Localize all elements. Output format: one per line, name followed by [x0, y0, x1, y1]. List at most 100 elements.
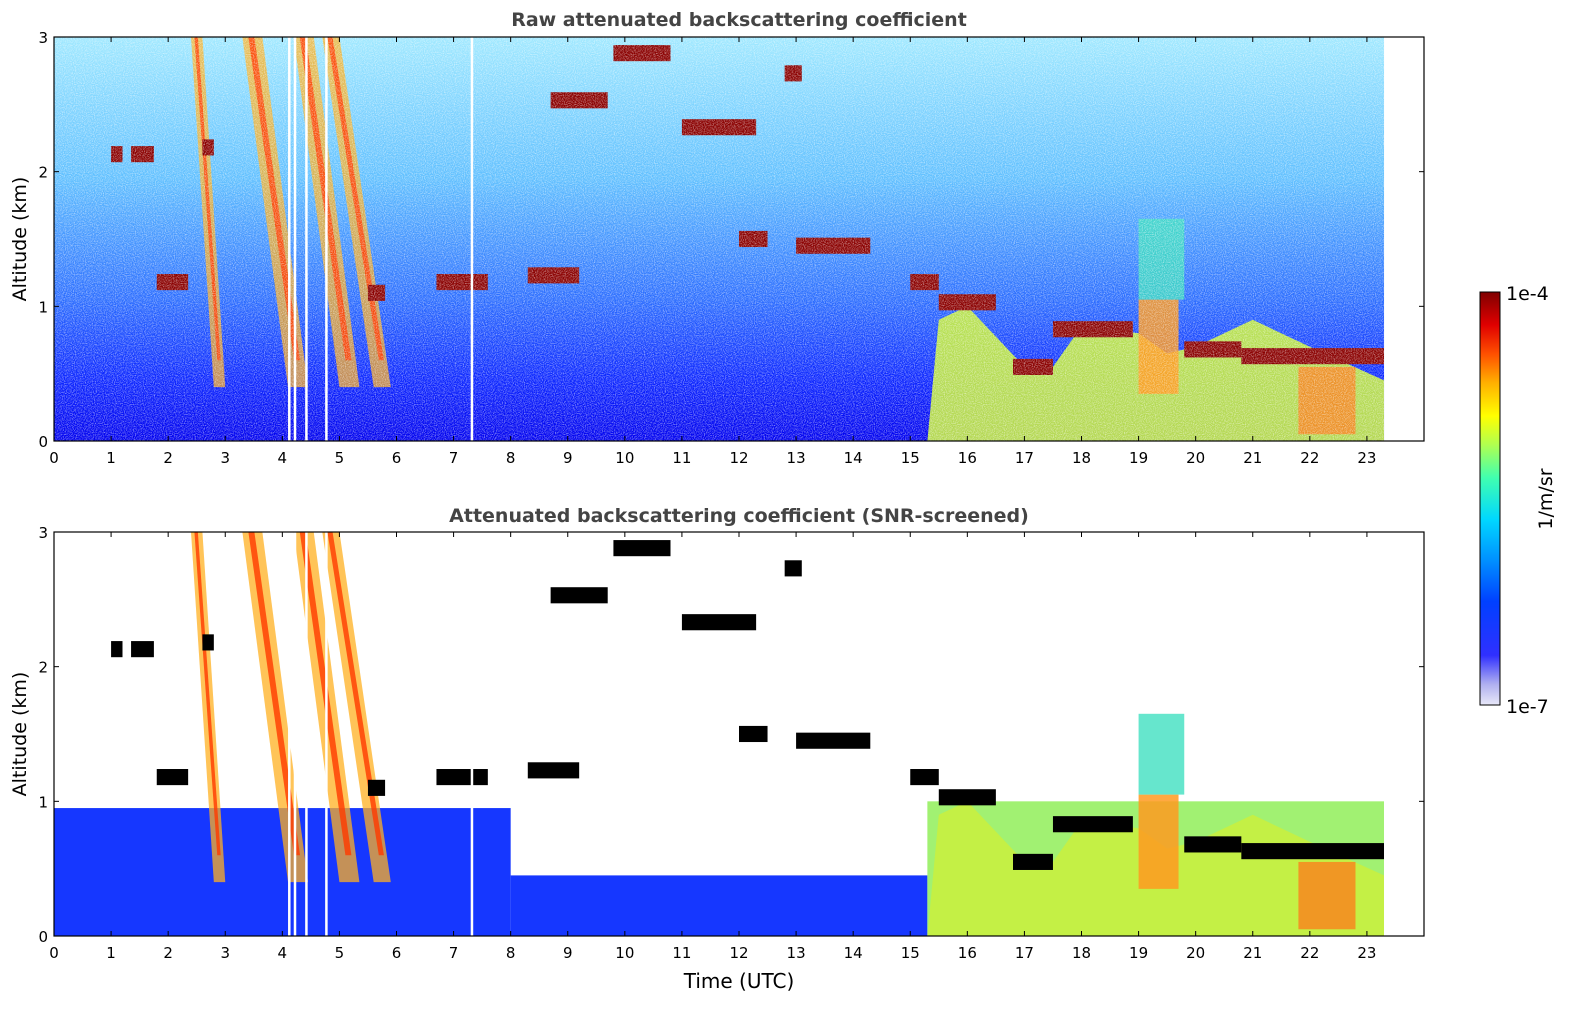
cloud-layer [131, 641, 154, 658]
x-axis: 0 1 2 3 4 5 6 7 8 9 10 11 12 13 14 15 16 17 18 19 20 21 22 23 [49, 37, 1376, 467]
x-tick-label: 23 [1357, 944, 1376, 962]
y-tick-label: 2 [38, 164, 48, 182]
screened-region [510, 875, 928, 936]
x-tick-label: 10 [615, 944, 634, 962]
x-tick-label: 9 [563, 449, 573, 467]
data-gap [325, 532, 328, 936]
fall-streak-core [327, 532, 384, 856]
fall-streak-core [194, 532, 221, 856]
cloud-layer [681, 614, 757, 631]
cloud-layer [938, 789, 996, 806]
cloud-layer [550, 587, 608, 604]
x-tick-label: 14 [844, 449, 863, 467]
x-tick-label: 21 [1243, 449, 1262, 467]
x-tick-label: 9 [563, 944, 573, 962]
x-tick-label: 0 [49, 944, 59, 962]
panel-title: Raw attenuated backscattering coefficien… [511, 9, 967, 31]
cloud-layer [527, 762, 580, 779]
cloud-layer [1241, 843, 1385, 860]
y-tick-label: 1 [38, 298, 48, 316]
cloud-layer [202, 634, 214, 651]
y-tick-label: 3 [38, 524, 48, 542]
heatmap-area [54, 532, 1424, 936]
x-tick-label: 16 [958, 449, 977, 467]
no-data-region [1384, 37, 1424, 441]
cloud-layer [111, 641, 123, 658]
cloud-layer [784, 560, 802, 577]
x-tick-label: 1 [106, 944, 116, 962]
x-tick-label: 3 [220, 944, 230, 962]
x-tick-label: 22 [1300, 449, 1319, 467]
x-tick-label: 21 [1243, 944, 1262, 962]
x-tick-label: 18 [1072, 944, 1091, 962]
x-tick-label: 5 [335, 449, 345, 467]
x-tick-label: 16 [958, 944, 977, 962]
colorbar-min-label: 1e-7 [1506, 696, 1549, 718]
x-tick-label: 5 [335, 944, 345, 962]
raw-backscatter-panel: Raw attenuated backscattering coefficien… [9, 9, 1425, 467]
cloud-layer [739, 725, 768, 743]
feature-layer [54, 532, 1424, 936]
x-tick-label: 15 [901, 449, 920, 467]
data-gap [293, 532, 297, 936]
x-tick-label: 10 [615, 449, 634, 467]
x-tick-label: 1 [106, 449, 116, 467]
cloud-layer [156, 769, 189, 786]
x-tick-label: 4 [278, 944, 288, 962]
data-gap [305, 532, 308, 936]
x-tick-label: 13 [787, 944, 806, 962]
noise-overlay [54, 37, 1387, 441]
y-tick-label: 0 [38, 928, 48, 946]
x-tick-label: 23 [1357, 449, 1376, 467]
no-data-region [1384, 532, 1424, 936]
x-tick-label: 12 [729, 449, 748, 467]
cloud-layer [367, 779, 386, 796]
cloud-layer [910, 769, 939, 786]
y-tick-label: 0 [38, 433, 48, 451]
colorbar: 1e-4 1e-7 1/m/sr [1479, 283, 1557, 718]
x-tick-label: 6 [392, 944, 402, 962]
x-tick-label: 11 [672, 449, 691, 467]
y-axis-label: Altitude (km) [9, 177, 31, 302]
x-tick-label: 15 [901, 944, 920, 962]
aerosol-core [1298, 861, 1356, 930]
x-tick-label: 2 [163, 944, 173, 962]
x-tick-label: 13 [787, 449, 806, 467]
cloud-layer [436, 769, 488, 786]
x-tick-label: 14 [844, 944, 863, 962]
x-tick-label: 8 [506, 449, 516, 467]
cloud-layer [796, 732, 871, 749]
x-tick-label: 0 [49, 449, 59, 467]
aerosol-plume [1138, 713, 1185, 795]
cloud-layer [1052, 816, 1133, 833]
aerosol-core [1138, 794, 1179, 889]
y-axis: 0 1 2 3 [38, 29, 1424, 451]
x-tick-label: 12 [729, 944, 748, 962]
x-tick-label: 19 [1129, 944, 1148, 962]
y-tick-label: 2 [38, 659, 48, 677]
x-tick-label: 20 [1186, 944, 1205, 962]
x-tick-label: 11 [672, 944, 691, 962]
x-tick-label: 6 [392, 449, 402, 467]
x-tick-label: 17 [1015, 944, 1034, 962]
x-tick-label: 17 [1015, 449, 1034, 467]
x-tick-label: 2 [163, 449, 173, 467]
fall-streak-core [248, 532, 301, 856]
x-tick-label: 18 [1072, 449, 1091, 467]
x-axis: 0 1 2 3 4 5 6 7 8 9 10 11 12 13 14 15 16 17 18 19 20 21 22 23 [49, 532, 1376, 962]
cloud-layer [1013, 853, 1053, 870]
screened-backscatter-panel: Attenuated backscattering coefficient (S… [9, 505, 1425, 993]
x-tick-label: 8 [506, 944, 516, 962]
x-tick-label: 7 [449, 449, 459, 467]
y-tick-label: 1 [38, 793, 48, 811]
x-tick-label: 3 [220, 449, 230, 467]
x-axis-label: Time (UTC) [683, 969, 795, 993]
x-tick-label: 22 [1300, 944, 1319, 962]
colorbar-gradient [1479, 291, 1501, 706]
x-tick-label: 19 [1129, 449, 1148, 467]
y-tick-label: 3 [38, 29, 48, 47]
y-axis-label: Altitude (km) [9, 672, 31, 797]
x-tick-label: 7 [449, 944, 459, 962]
panel-title: Attenuated backscattering coefficient (S… [449, 505, 1029, 527]
cloud-layer [1184, 836, 1242, 853]
